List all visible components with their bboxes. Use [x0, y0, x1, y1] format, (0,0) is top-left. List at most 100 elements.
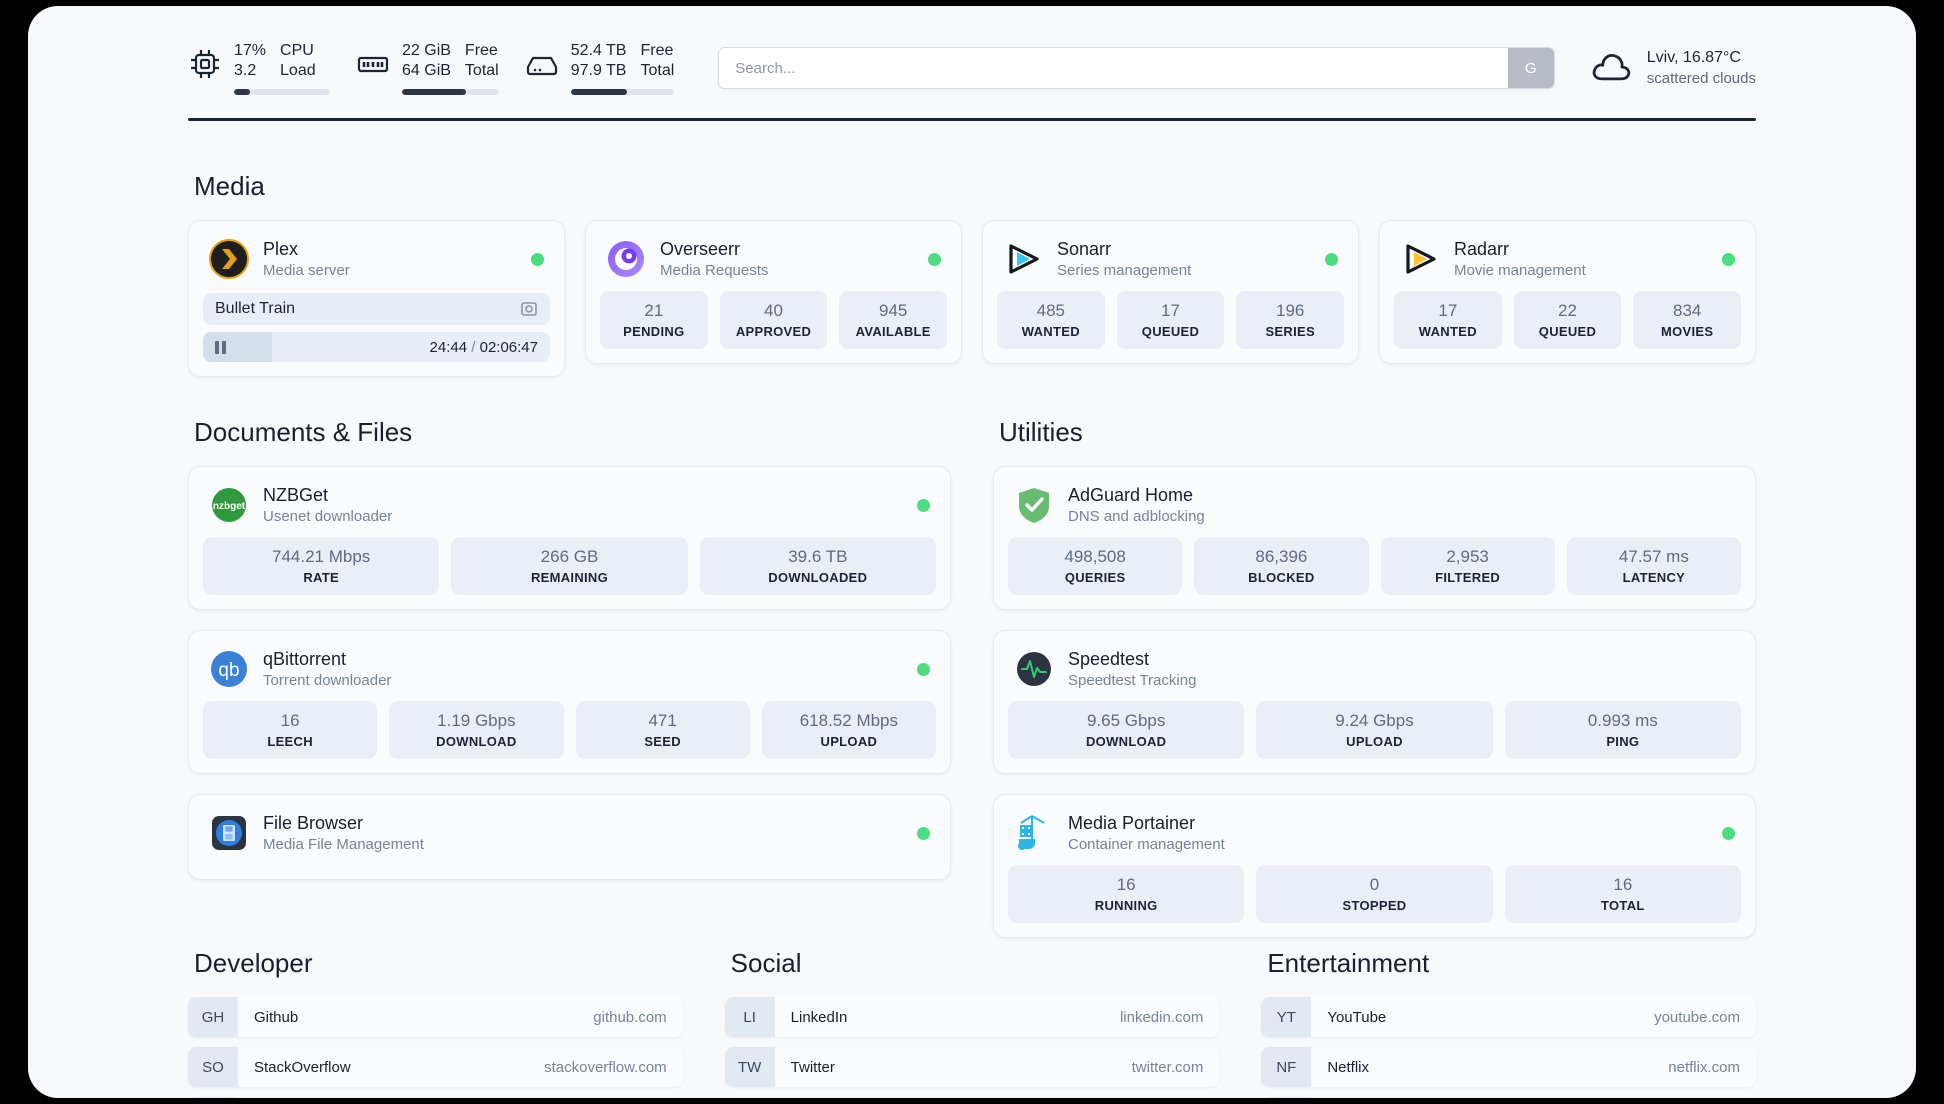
weather-condition: scattered clouds — [1646, 70, 1756, 87]
stat-tile[interactable]: 2,953 FILTERED — [1380, 537, 1555, 595]
stat-label: PENDING — [623, 324, 685, 339]
service-card[interactable]: File Browser Media File Management — [188, 794, 951, 880]
service-card[interactable]: Speedtest Speedtest Tracking 9.65 Gbps D… — [993, 630, 1756, 774]
stat-tile[interactable]: 1.19 Gbps DOWNLOAD — [389, 701, 564, 759]
stat-tile[interactable]: 22 QUEUED — [1513, 291, 1622, 349]
service-card-header[interactable]: Sonarr Series management — [997, 235, 1344, 291]
service-card[interactable]: qb qBittorrent Torrent downloader 16 LEE… — [188, 630, 951, 774]
service-card[interactable]: Overseerr Media Requests 21 PENDING 40 A… — [585, 220, 962, 364]
stat-tile[interactable]: 17 QUEUED — [1116, 291, 1225, 349]
stat-value: 498,508 — [1064, 547, 1126, 566]
service-card[interactable]: AdGuard Home DNS and adblocking 498,508 … — [993, 466, 1756, 610]
service-card[interactable]: Radarr Movie management 17 WANTED 22 QUE… — [1379, 220, 1756, 364]
service-name: Radarr — [1454, 239, 1510, 259]
service-card-header[interactable]: nzbget NZBGet Usenet downloader — [203, 481, 936, 537]
bookmark-url: dev.to — [627, 1097, 683, 1098]
stat-tile[interactable]: 39.6 TB DOWNLOADED — [699, 537, 936, 595]
stat-tile[interactable]: 618.52 Mbps UPLOAD — [761, 701, 936, 759]
stat-tile[interactable]: 86,396 BLOCKED — [1194, 537, 1369, 595]
service-card-header[interactable]: Radarr Movie management — [1394, 235, 1741, 291]
playback-progress[interactable]: 24:44 / 02:06:47 — [203, 332, 550, 362]
cast-icon[interactable] — [520, 300, 538, 318]
service-card-header[interactable]: Plex Media server — [203, 235, 550, 291]
search-engine-badge[interactable]: G — [1507, 48, 1554, 88]
stat-tile[interactable]: 40 APPROVED — [719, 291, 828, 349]
bookmark-item[interactable]: TW Twitter twitter.com — [724, 1047, 1220, 1087]
documents-list: nzbget NZBGet Usenet downloader 744.21 M… — [188, 466, 951, 880]
search-box[interactable]: G — [718, 47, 1555, 89]
system-stat-label-2: Total — [640, 62, 675, 79]
service-card-text: Speedtest Speedtest Tracking — [1068, 649, 1196, 689]
stat-label: QUEUED — [1141, 324, 1200, 339]
stat-tile[interactable]: 16 LEECH — [203, 701, 378, 759]
stat-label: QUERIES — [1064, 570, 1126, 585]
stat-tile[interactable]: 498,508 QUERIES — [1008, 537, 1183, 595]
stat-label: DOWNLOAD — [1085, 734, 1167, 749]
svg-text:nzbget: nzbget — [213, 501, 246, 512]
sonarr-icon — [1003, 239, 1043, 279]
utilities-column: Utilities AdGuard Home DNS and adblockin… — [993, 377, 1756, 938]
service-card[interactable]: nzbget NZBGet Usenet downloader 744.21 M… — [188, 466, 951, 610]
system-stat-disk: 52.4 TB 97.9 TB Free Total — [525, 41, 675, 95]
stat-label: WANTED — [1021, 324, 1080, 339]
stat-value: 17 — [1161, 301, 1180, 320]
bookmark-item[interactable]: SO StackOverflow stackoverflow.com — [188, 1047, 683, 1087]
bookmark-item[interactable]: NF Netflix netflix.com — [1261, 1047, 1756, 1087]
service-card[interactable]: Media Portainer Container management 16 … — [993, 794, 1756, 938]
stat-tile[interactable]: 17 WANTED — [1394, 291, 1502, 349]
qbittorrent-icon: qb — [209, 649, 249, 689]
stat-tile[interactable]: 471 SEED — [575, 701, 750, 759]
stat-tile[interactable]: 47.57 ms LATENCY — [1566, 537, 1741, 595]
stat-value: 945 — [878, 301, 908, 320]
search-input[interactable] — [719, 48, 1508, 88]
stat-value: 485 — [1036, 301, 1066, 320]
stat-label: LATENCY — [1622, 570, 1686, 585]
stat-tile[interactable]: 196 SERIES — [1236, 291, 1345, 349]
stat-value: 196 — [1275, 301, 1305, 320]
stat-tile[interactable]: 485 WANTED — [997, 291, 1105, 349]
system-stat-value-2: 64 GiB — [402, 62, 451, 79]
stat-tile[interactable]: 0.993 ms PING — [1504, 701, 1741, 759]
bookmark-item[interactable]: RE Reddit reddit.com — [1261, 1097, 1756, 1098]
bookmark-name: YouTube — [1327, 1008, 1387, 1026]
service-card-header[interactable]: Media Portainer Container management — [1008, 809, 1741, 865]
disk-icon — [525, 47, 559, 81]
pause-icon[interactable] — [215, 340, 226, 354]
stat-tile[interactable]: 9.65 Gbps DOWNLOAD — [1008, 701, 1245, 759]
bookmark-item[interactable]: GH Github github.com — [188, 997, 683, 1037]
stat-tiles: 17 WANTED 22 QUEUED 834 MOVIES — [1394, 291, 1742, 349]
service-card-header[interactable]: qb qBittorrent Torrent downloader — [203, 645, 936, 701]
bookmark-abbr: SO — [188, 1047, 238, 1087]
service-card-header[interactable]: AdGuard Home DNS and adblocking — [1008, 481, 1741, 537]
stat-tile[interactable]: 16 RUNNING — [1008, 865, 1245, 923]
service-card-text: File Browser Media File Management — [263, 813, 424, 853]
stat-tile[interactable]: 16 TOTAL — [1504, 865, 1741, 923]
stat-tile[interactable]: 21 PENDING — [600, 291, 708, 349]
service-card[interactable]: Plex Media server Bullet Train 24:44 / 0… — [188, 220, 565, 377]
stat-tile[interactable]: 0 STOPPED — [1256, 865, 1493, 923]
service-card-header[interactable]: Speedtest Speedtest Tracking — [1008, 645, 1741, 701]
stat-tile[interactable]: 9.24 Gbps UPLOAD — [1256, 701, 1493, 759]
overseerr-icon — [606, 239, 646, 279]
stat-tile[interactable]: 744.21 Mbps RATE — [203, 537, 440, 595]
bookmark-item[interactable]: DT DEV dev.to — [188, 1097, 683, 1098]
bookmark-item[interactable]: YT YouTube youtube.com — [1261, 997, 1756, 1037]
bookmark-group-title: Entertainment — [1267, 948, 1430, 978]
adguard-icon — [1014, 485, 1054, 525]
service-card-header[interactable]: Overseerr Media Requests — [600, 235, 947, 291]
stat-tile[interactable]: 945 AVAILABLE — [839, 291, 948, 349]
service-card-text: Sonarr Series management — [1057, 239, 1191, 279]
stat-label: PING — [1606, 734, 1640, 749]
service-card-header[interactable]: File Browser Media File Management — [203, 809, 936, 865]
now-playing-bar[interactable]: Bullet Train — [203, 293, 550, 325]
stat-tile[interactable]: 834 MOVIES — [1633, 291, 1742, 349]
system-stat-label-1: CPU — [280, 42, 314, 59]
stat-label: BLOCKED — [1248, 570, 1315, 585]
system-stat-bar — [234, 89, 330, 95]
bookmark-item[interactable]: LI LinkedIn linkedin.com — [724, 997, 1220, 1037]
bookmark-url: reddit.com — [1670, 1097, 1756, 1098]
stat-tile[interactable]: 266 GB REMAINING — [451, 537, 688, 595]
service-card[interactable]: Sonarr Series management 485 WANTED 17 Q… — [982, 220, 1359, 364]
system-stat-value-2: 97.9 TB — [570, 62, 627, 79]
system-stat-value-2: 3.2 — [234, 62, 257, 79]
